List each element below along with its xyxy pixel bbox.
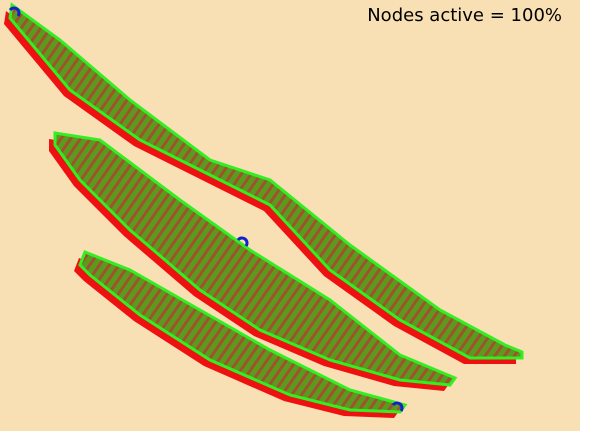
mesh-band xyxy=(4,2,524,364)
status-label: Nodes active = 100% xyxy=(367,5,562,26)
node-marker xyxy=(236,236,249,247)
mesh-band xyxy=(74,250,408,418)
mesh-band xyxy=(49,131,458,391)
node-marker xyxy=(8,6,21,17)
node-marker xyxy=(391,401,404,412)
